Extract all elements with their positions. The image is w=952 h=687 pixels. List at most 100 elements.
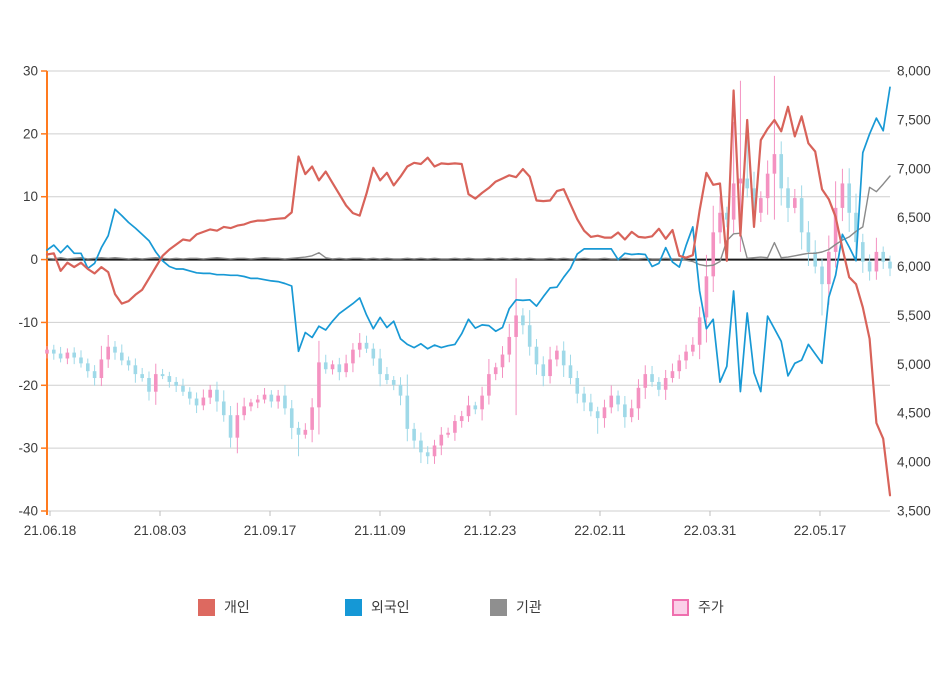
candle-body: [813, 251, 818, 267]
candle-body: [235, 415, 240, 438]
candle-body: [738, 178, 743, 184]
candle-body: [147, 378, 151, 392]
candle-body: [793, 198, 797, 208]
candle-body: [568, 365, 573, 379]
candle-body: [371, 348, 376, 359]
candle-body: [833, 207, 838, 252]
candle-body: [167, 376, 172, 382]
candle-body: [595, 411, 600, 419]
candle-body: [310, 407, 314, 430]
candle-body: [51, 349, 56, 354]
candle-body: [500, 354, 505, 368]
candle-body: [827, 251, 831, 285]
legend-swatch-foreigner: [345, 598, 362, 616]
candle-body: [582, 393, 586, 403]
candle-body: [187, 391, 192, 399]
legend-label: 개인: [224, 598, 250, 615]
candle-body: [446, 432, 450, 435]
candle-body: [799, 198, 804, 233]
candle-body: [806, 232, 811, 252]
candle-body: [99, 359, 104, 379]
candle-body: [888, 261, 892, 269]
y-axis-left-label: -30: [18, 441, 38, 456]
candle-body: [670, 371, 675, 379]
candle-body: [507, 336, 512, 355]
candle-body: [412, 428, 416, 441]
candle-body: [874, 251, 879, 272]
y-axis-right-label: 6,500: [897, 210, 931, 225]
legend-item-individual[interactable]: 개인: [198, 597, 250, 617]
candle-body: [160, 374, 165, 377]
candle-body: [351, 349, 355, 364]
y-axis-right-label: 4,000: [897, 455, 931, 470]
x-axis-label: 21.12.23: [464, 523, 517, 538]
candle-body: [609, 395, 614, 408]
y-axis-right-label: 4,500: [897, 406, 931, 421]
candle-body: [459, 416, 464, 422]
candle-body: [79, 357, 83, 364]
candle-body: [555, 350, 559, 360]
candle-body: [697, 317, 702, 345]
candle-body: [684, 351, 688, 361]
candle-body: [820, 266, 824, 285]
candle-body: [432, 445, 437, 457]
candle-body: [650, 374, 654, 382]
candle-body: [772, 154, 777, 174]
candle-body: [663, 378, 668, 390]
candle-body: [480, 395, 484, 410]
candle-body: [704, 276, 709, 318]
candle-body: [303, 429, 308, 435]
legend-label: 기관: [516, 598, 542, 615]
candle-body: [602, 407, 607, 419]
candle-body: [317, 362, 321, 408]
candle-body: [140, 374, 144, 379]
candle-body: [514, 315, 518, 337]
candle-body: [344, 363, 348, 373]
y-axis-left-label: 10: [23, 189, 38, 204]
candle-body: [249, 402, 253, 407]
candle-body: [691, 344, 695, 352]
candle-body: [153, 374, 158, 392]
line-institution: [46, 175, 891, 267]
candle-body: [296, 427, 301, 435]
y-axis-left-label: -40: [18, 504, 38, 519]
x-axis-label: 21.06.18: [24, 523, 77, 538]
legend-swatch-individual: [198, 598, 215, 616]
y-axis-right-label: 8,000: [897, 64, 931, 79]
candle-body: [45, 349, 49, 354]
candle-body: [752, 188, 756, 213]
candle-body: [493, 367, 498, 375]
x-axis-label: 22.03.31: [684, 523, 737, 538]
candle-body: [181, 385, 185, 392]
candle-body: [357, 342, 362, 350]
y-axis-right-label: 5,500: [897, 308, 931, 323]
candle-body: [731, 183, 736, 220]
candle-body: [589, 402, 593, 412]
candle-body: [629, 408, 634, 418]
candle-body: [255, 399, 260, 403]
x-axis-label: 22.05.17: [794, 523, 847, 538]
candle-body: [616, 395, 620, 405]
candle-body: [85, 363, 90, 372]
legend-item-foreigner[interactable]: 외국인: [345, 597, 410, 617]
candle-body: [487, 374, 491, 396]
legend-item-institution[interactable]: 기관: [490, 597, 542, 617]
x-axis-label: 21.11.09: [354, 523, 406, 538]
candle-body: [58, 353, 63, 359]
candle-body: [378, 358, 382, 375]
line-individual: [45, 89, 892, 497]
candle-body: [262, 394, 267, 400]
y-axis-right-label: 6,000: [897, 259, 931, 274]
candle-body: [745, 178, 750, 189]
candle-body: [391, 379, 396, 385]
candle-body: [92, 371, 97, 379]
candle-body: [881, 251, 886, 262]
candle-body: [786, 188, 790, 208]
candle-body: [779, 154, 784, 189]
candle-body: [534, 346, 539, 365]
legend-item-price[interactable]: 주가: [672, 597, 724, 617]
candle-body: [215, 389, 219, 402]
y-axis-left-label: 0: [30, 252, 38, 267]
legend-label: 주가: [698, 598, 724, 615]
